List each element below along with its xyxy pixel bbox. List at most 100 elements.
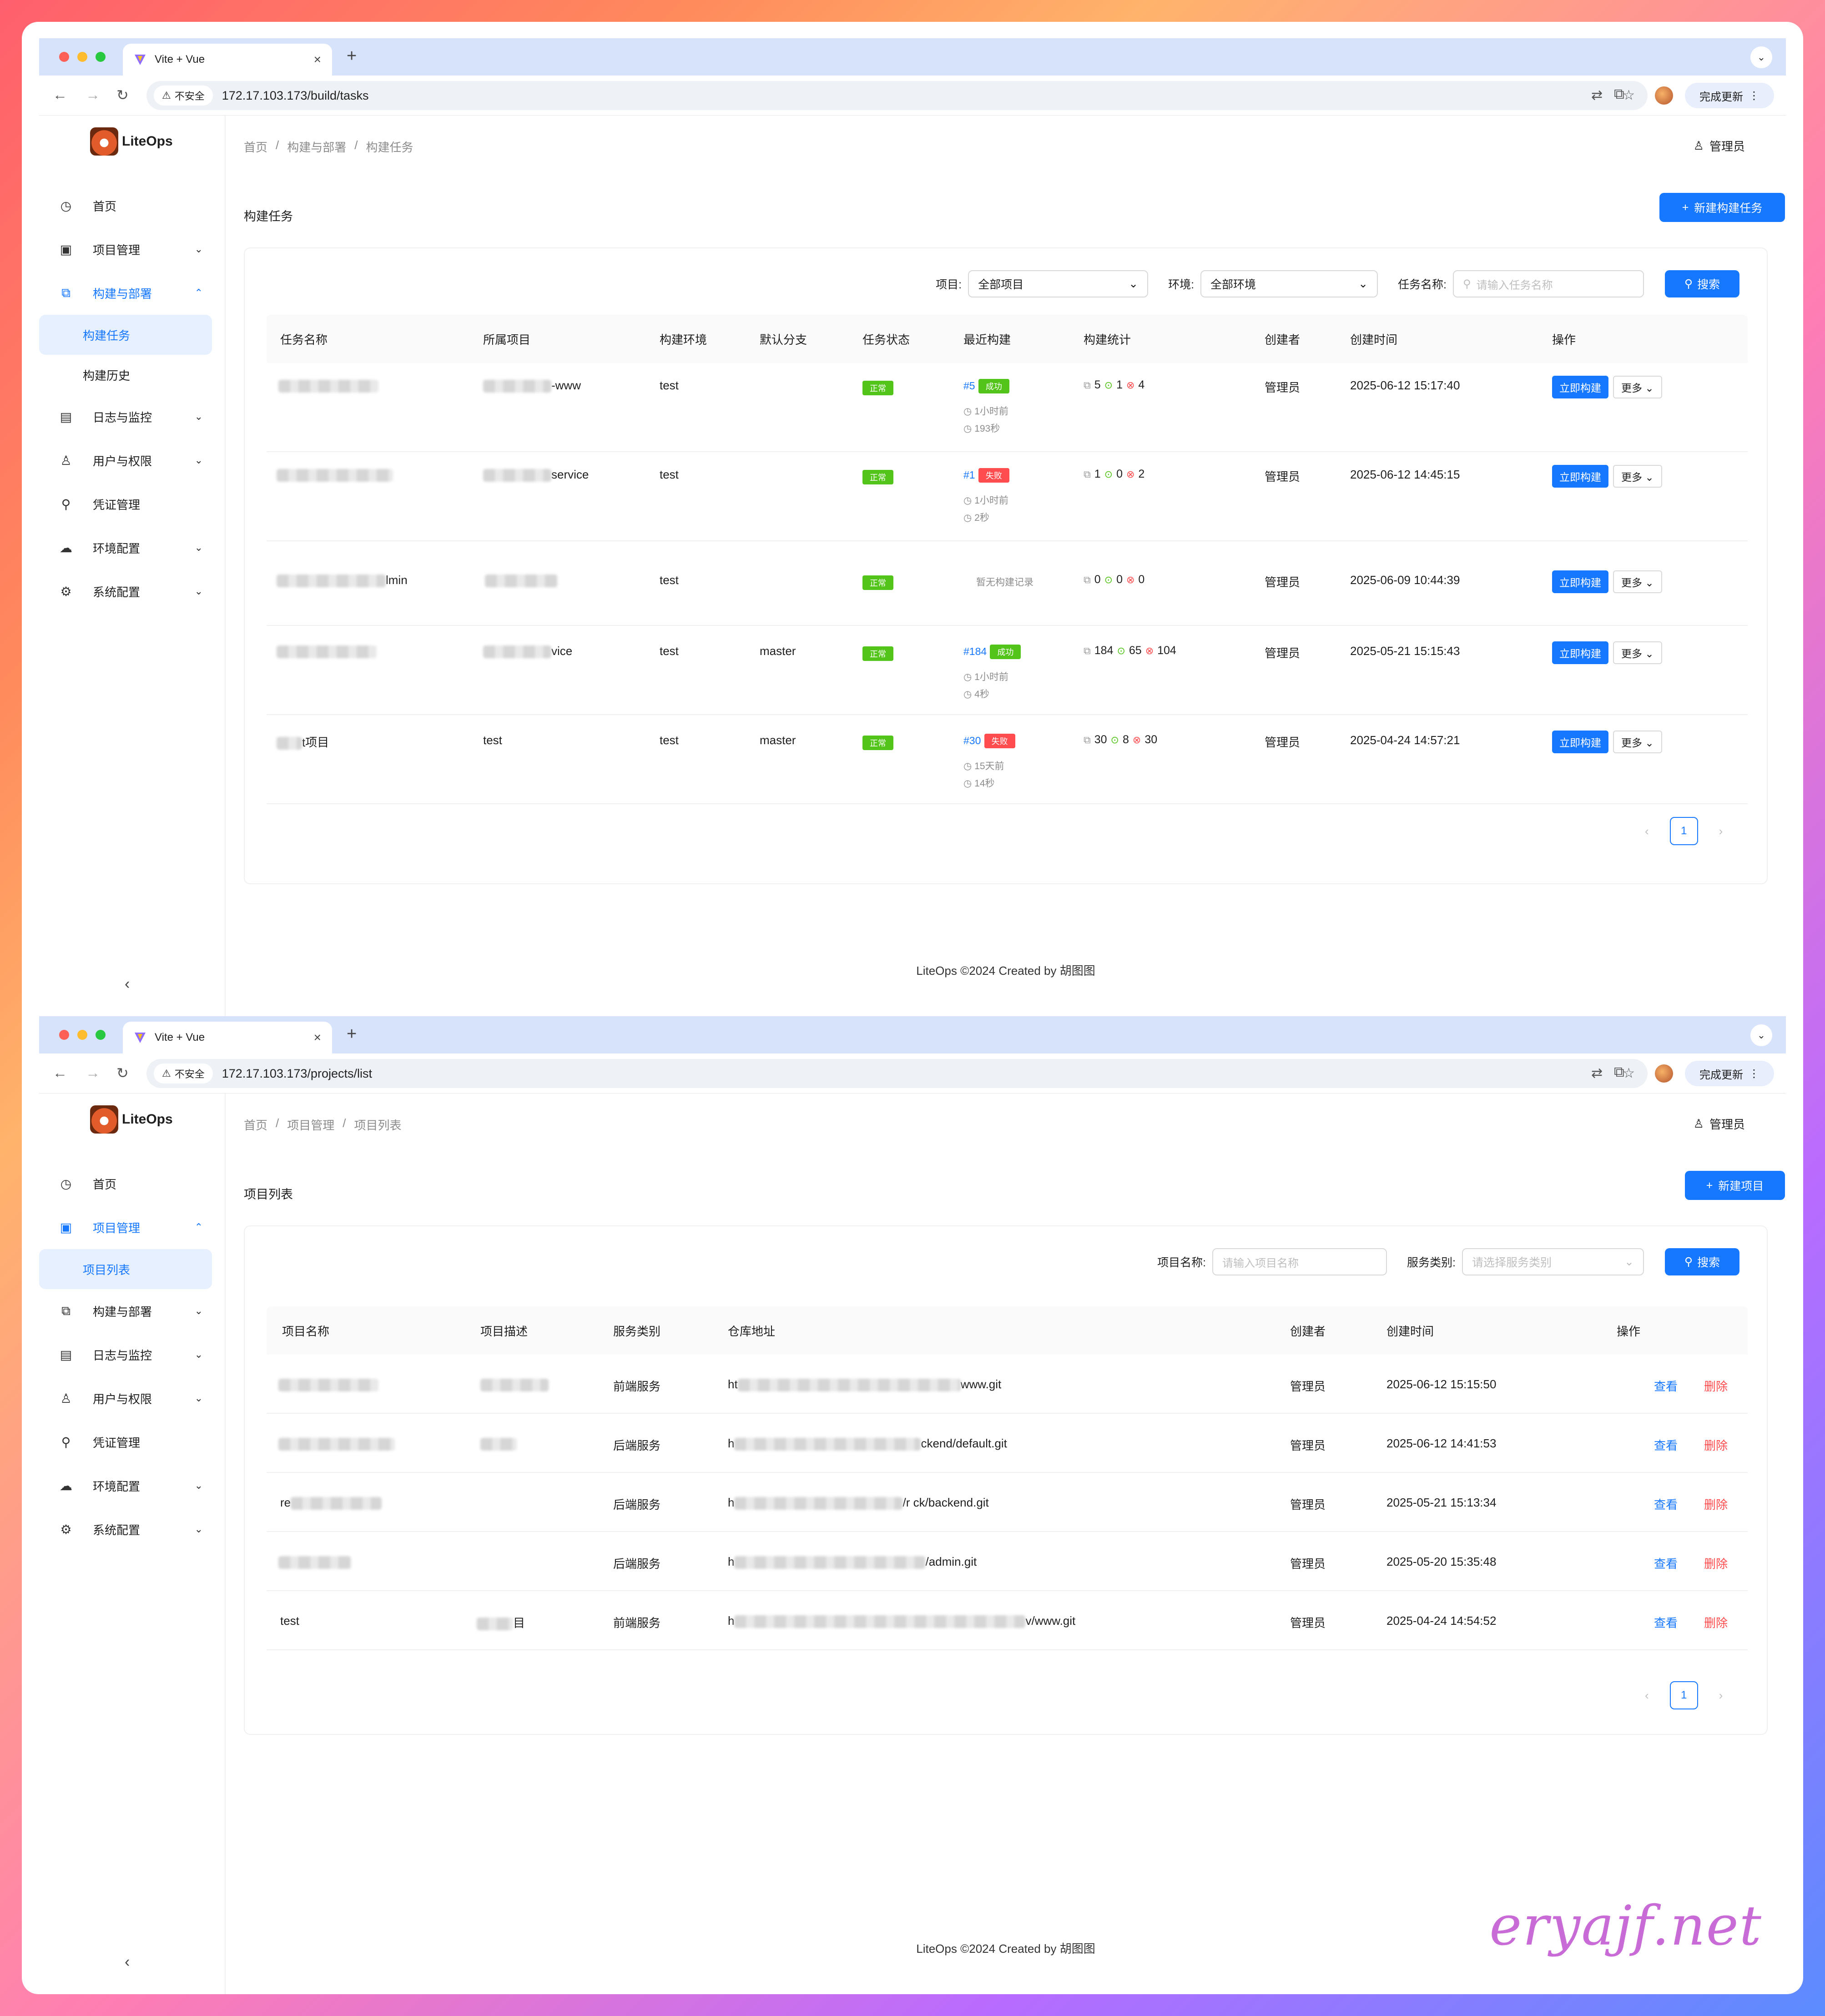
build-number-link[interactable]: #1 [963, 469, 975, 481]
menu-item-home[interactable]: ◷ 首页 [39, 184, 226, 227]
translate-icon[interactable]: ⇄ [1591, 1066, 1603, 1081]
project-name[interactable] [278, 1555, 351, 1569]
page-number[interactable]: 1 [1669, 1681, 1698, 1709]
reload-icon[interactable]: ↻ [116, 87, 129, 103]
window-controls[interactable] [59, 1030, 106, 1040]
breadcrumb-home[interactable]: 首页 [244, 1119, 268, 1132]
minimize-window-dot[interactable] [77, 52, 87, 62]
new-tab-icon[interactable]: + [347, 46, 357, 66]
close-tab-icon[interactable]: × [313, 52, 321, 66]
logo[interactable]: LiteOps [90, 1105, 173, 1134]
menu-item-env[interactable]: ☁ 环境配置 ⌄ [60, 1478, 203, 1493]
build-now-button[interactable]: 立即构建 [1552, 731, 1608, 753]
more-dropdown[interactable]: 更多 ⌄ [1613, 641, 1662, 664]
new-project-button[interactable]: + 新建项目 [1685, 1171, 1785, 1200]
view-link[interactable]: 查看 [1654, 1498, 1678, 1512]
build-number-link[interactable]: #30 [963, 735, 981, 746]
logo[interactable]: LiteOps [90, 127, 173, 156]
forward-icon[interactable]: → [86, 1064, 100, 1081]
minimize-window-dot[interactable] [77, 1030, 87, 1040]
prev-page-icon[interactable]: ‹ [1645, 1688, 1649, 1702]
menu-item-build[interactable]: ⧉ 构建与部署 ⌃ [39, 271, 226, 315]
url-text[interactable]: 172.17.103.173/build/tasks [222, 88, 369, 102]
tab-search-icon[interactable]: ⌄ [1750, 46, 1772, 68]
update-button[interactable]: 完成更新 ⋮ [1685, 1061, 1774, 1086]
profile-avatar[interactable] [1655, 86, 1673, 105]
task-name[interactable] [277, 644, 377, 659]
delete-link[interactable]: 删除 [1704, 1439, 1728, 1452]
search-button[interactable]: ⚲ 搜索 [1665, 270, 1739, 297]
profile-avatar[interactable] [1655, 1064, 1673, 1083]
env-select[interactable]: 全部环境 ⌄ [1200, 270, 1378, 297]
menu-item-env[interactable]: ☁ 环境配置 ⌄ [60, 540, 203, 555]
view-link[interactable]: 查看 [1654, 1557, 1678, 1571]
window-controls[interactable] [59, 52, 106, 62]
close-window-dot[interactable] [59, 1030, 69, 1040]
search-button[interactable]: ⚲ 搜索 [1665, 1248, 1739, 1275]
close-window-dot[interactable] [59, 52, 69, 62]
tab-search-icon[interactable]: ⌄ [1750, 1024, 1772, 1046]
delete-link[interactable]: 删除 [1704, 1557, 1728, 1571]
forward-icon[interactable]: → [86, 86, 100, 103]
delete-link[interactable]: 删除 [1704, 1498, 1728, 1512]
menu-item-system[interactable]: ⚙ 系统配置 ⌄ [39, 570, 226, 613]
delete-link[interactable]: 删除 [1704, 1380, 1728, 1393]
project-name-input[interactable]: 请输入项目名称 [1212, 1248, 1387, 1275]
translate-icon[interactable]: ⇄ [1591, 88, 1603, 103]
delete-link[interactable]: 删除 [1704, 1616, 1728, 1630]
user-menu[interactable]: ♙ 管理员 [1693, 139, 1745, 153]
task-name[interactable] [277, 468, 393, 482]
collapse-sidebar-icon[interactable]: ‹ [125, 1953, 130, 1971]
project-select[interactable]: 全部项目 ⌄ [968, 270, 1149, 297]
menu-item-system[interactable]: ⚙ 系统配置 ⌄ [39, 1507, 226, 1551]
star-icon[interactable]: ☆ [1623, 1066, 1635, 1081]
menu-item-project[interactable]: ▣ 项目管理 ⌃ [60, 1220, 203, 1235]
project-name[interactable] [278, 1436, 395, 1451]
update-button[interactable]: 完成更新 ⋮ [1685, 83, 1774, 108]
breadcrumb-build[interactable]: 构建与部署 [287, 141, 347, 154]
task-name-input[interactable]: ⚲ 请输入任务名称 [1453, 270, 1644, 297]
menu-item-users[interactable]: ♙ 用户与权限 ⌄ [39, 438, 226, 482]
menu-item-logs[interactable]: ▤ 日志与监控 ⌄ [60, 409, 203, 424]
extension-icon[interactable]: ⧉ [1614, 86, 1624, 102]
menu-item-credentials[interactable]: ⚲ 凭证管理 [39, 1420, 226, 1464]
view-link[interactable]: 查看 [1654, 1380, 1678, 1393]
more-dropdown[interactable]: 更多 ⌄ [1613, 570, 1662, 593]
breadcrumb-project[interactable]: 项目管理 [287, 1119, 335, 1132]
menu-item-home[interactable]: ◷ 首页 [39, 1162, 226, 1205]
menu-item-project[interactable]: ▣ 项目管理 ⌄ [60, 242, 203, 257]
more-dropdown[interactable]: 更多 ⌄ [1613, 376, 1662, 398]
project-name[interactable]: test [280, 1614, 299, 1628]
menu-item-build-tasks[interactable]: 构建任务 [39, 315, 212, 355]
menu-item-logs[interactable]: ▤ 日志与监控 ⌄ [60, 1347, 203, 1362]
menu-item-users[interactable]: ♙ 用户与权限 ⌄ [39, 1376, 226, 1420]
page-number[interactable]: 1 [1669, 817, 1698, 845]
build-number-link[interactable]: #184 [963, 645, 987, 657]
insecure-badge[interactable]: ⚠ 不安全 [154, 1063, 213, 1084]
maximize-window-dot[interactable] [96, 1030, 106, 1040]
next-page-icon[interactable]: › [1719, 1688, 1723, 1702]
next-page-icon[interactable]: › [1719, 824, 1723, 838]
task-name[interactable]: lmin [277, 573, 408, 588]
browser-tab[interactable]: Vite + Vue × [123, 44, 332, 76]
project-name[interactable]: re [280, 1496, 382, 1510]
build-now-button[interactable]: 立即构建 [1552, 376, 1608, 398]
breadcrumb-home[interactable]: 首页 [244, 141, 268, 154]
insecure-badge[interactable]: ⚠ 不安全 [154, 86, 213, 106]
build-now-button[interactable]: 立即构建 [1552, 465, 1608, 488]
build-number-link[interactable]: #5 [963, 380, 975, 392]
menu-item-project-list[interactable]: 项目列表 [39, 1249, 212, 1289]
extension-icon[interactable]: ⧉ [1614, 1063, 1624, 1080]
url-box[interactable]: ⚠ 不安全 172.17.103.173/projects/list ⇄ ☆ [146, 1059, 1648, 1088]
maximize-window-dot[interactable] [96, 52, 106, 62]
user-menu[interactable]: ♙ 管理员 [1693, 1117, 1745, 1131]
reload-icon[interactable]: ↻ [116, 1065, 129, 1081]
service-type-select[interactable]: 请选择服务类别 ⌄ [1462, 1248, 1644, 1275]
url-box[interactable]: ⚠ 不安全 172.17.103.173/build/tasks ⇄ ☆ [146, 81, 1648, 110]
project-name[interactable] [278, 1377, 378, 1392]
build-now-button[interactable]: 立即构建 [1552, 641, 1608, 664]
close-tab-icon[interactable]: × [313, 1030, 321, 1044]
menu-item-build-history[interactable]: 构建历史 [83, 368, 131, 383]
task-name[interactable] [278, 378, 378, 393]
url-text[interactable]: 172.17.103.173/projects/list [222, 1066, 372, 1080]
